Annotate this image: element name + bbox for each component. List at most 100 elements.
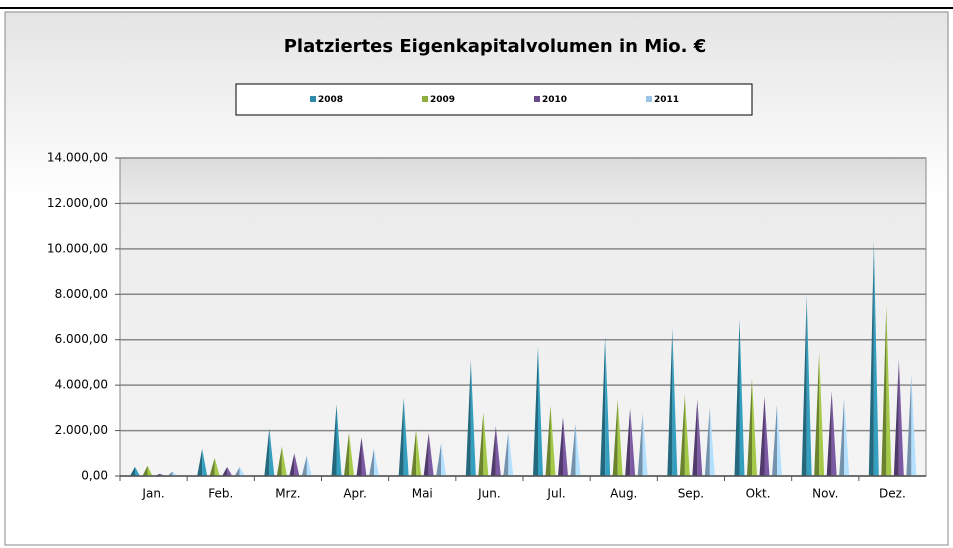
bar-face [814, 352, 820, 476]
legend-swatch [534, 96, 540, 102]
bar-face [697, 398, 703, 476]
bar [625, 407, 636, 476]
x-tick-label: Nov. [812, 487, 838, 501]
bar [423, 432, 434, 476]
bar-face [503, 431, 509, 476]
bar-face [222, 466, 228, 476]
bar-face [637, 412, 643, 476]
y-tick-label: 10.000,00 [47, 241, 108, 255]
bar-face [819, 352, 825, 476]
bar-face [906, 374, 912, 476]
bar [612, 398, 623, 476]
bar [142, 465, 153, 476]
bar [289, 453, 300, 476]
bar-face [806, 295, 812, 476]
bar [772, 404, 782, 476]
bar-face [269, 428, 275, 476]
bar [545, 405, 556, 476]
bar-face [831, 390, 837, 476]
bar-face [692, 398, 698, 476]
bar-face [911, 374, 917, 476]
bar-face [873, 240, 879, 476]
bar-face [470, 360, 476, 476]
bar-face [550, 405, 556, 476]
bar [130, 466, 140, 476]
bar [234, 466, 245, 476]
bar-face [301, 455, 307, 476]
bar-face [478, 412, 484, 476]
y-tick-label: 14.000,00 [47, 151, 108, 165]
y-tick-label: 8.000,00 [55, 287, 108, 301]
bar-face [436, 443, 442, 476]
bar [411, 429, 422, 476]
bar-face [428, 432, 434, 476]
bar [704, 406, 715, 476]
bar-face [777, 404, 782, 476]
bar-face [844, 397, 850, 476]
x-tick-label: Jun. [477, 487, 501, 501]
bar-face [734, 319, 740, 476]
bar-face [167, 471, 173, 476]
bar-face [264, 428, 270, 476]
bar-face [625, 407, 631, 476]
bar-face [630, 407, 636, 476]
bar [881, 305, 892, 476]
bar-face [508, 431, 514, 476]
y-tick-label: 4.000,00 [55, 378, 108, 392]
bar-face [617, 398, 623, 476]
bar-face [739, 319, 745, 476]
bar [465, 360, 476, 476]
bar [503, 431, 514, 476]
bar-face [306, 455, 312, 476]
bar [826, 390, 837, 476]
bar [692, 398, 703, 476]
bar [356, 437, 367, 476]
bar-face [398, 397, 404, 476]
plot-area [119, 157, 927, 477]
bar-face [495, 426, 501, 476]
bar-face [612, 398, 618, 476]
bar-face [441, 443, 447, 476]
bar-face [227, 466, 233, 476]
x-tick-label: Jul. [546, 487, 565, 501]
bar-face [709, 406, 715, 476]
bar-face [374, 448, 379, 476]
bar [301, 455, 312, 476]
legend-label: 2011 [654, 95, 679, 105]
bar-face [369, 448, 374, 476]
y-tick-label: 12.000,00 [47, 196, 108, 210]
bar-face [704, 406, 710, 476]
bar-face [558, 416, 563, 476]
bar-face [172, 471, 178, 476]
bar-face [289, 453, 295, 476]
bar [436, 443, 447, 476]
bar [276, 446, 287, 476]
bar-face [747, 378, 752, 476]
bar-face [575, 423, 581, 476]
y-tick-label: 0,00 [81, 469, 108, 483]
bar-face [130, 466, 135, 476]
bar-face [642, 412, 648, 476]
bar [167, 471, 178, 476]
bar-face [209, 457, 215, 476]
bar-face [667, 328, 673, 476]
bar [747, 378, 757, 476]
bar-face [202, 448, 208, 476]
bar [734, 319, 745, 476]
bar-face [801, 295, 807, 476]
bar-face [886, 305, 892, 476]
bar-face [197, 448, 203, 476]
legend-label: 2009 [430, 95, 455, 105]
bar-face [294, 453, 300, 476]
bar-face [839, 397, 845, 476]
bar-face [214, 457, 220, 476]
bar-face [881, 305, 887, 476]
bar-face [331, 404, 337, 476]
bar-face [752, 378, 757, 476]
x-tick-label: Dez. [879, 487, 906, 501]
legend-swatch [646, 96, 652, 102]
bar-face [276, 446, 282, 476]
bar [600, 336, 611, 476]
bar [209, 457, 220, 476]
